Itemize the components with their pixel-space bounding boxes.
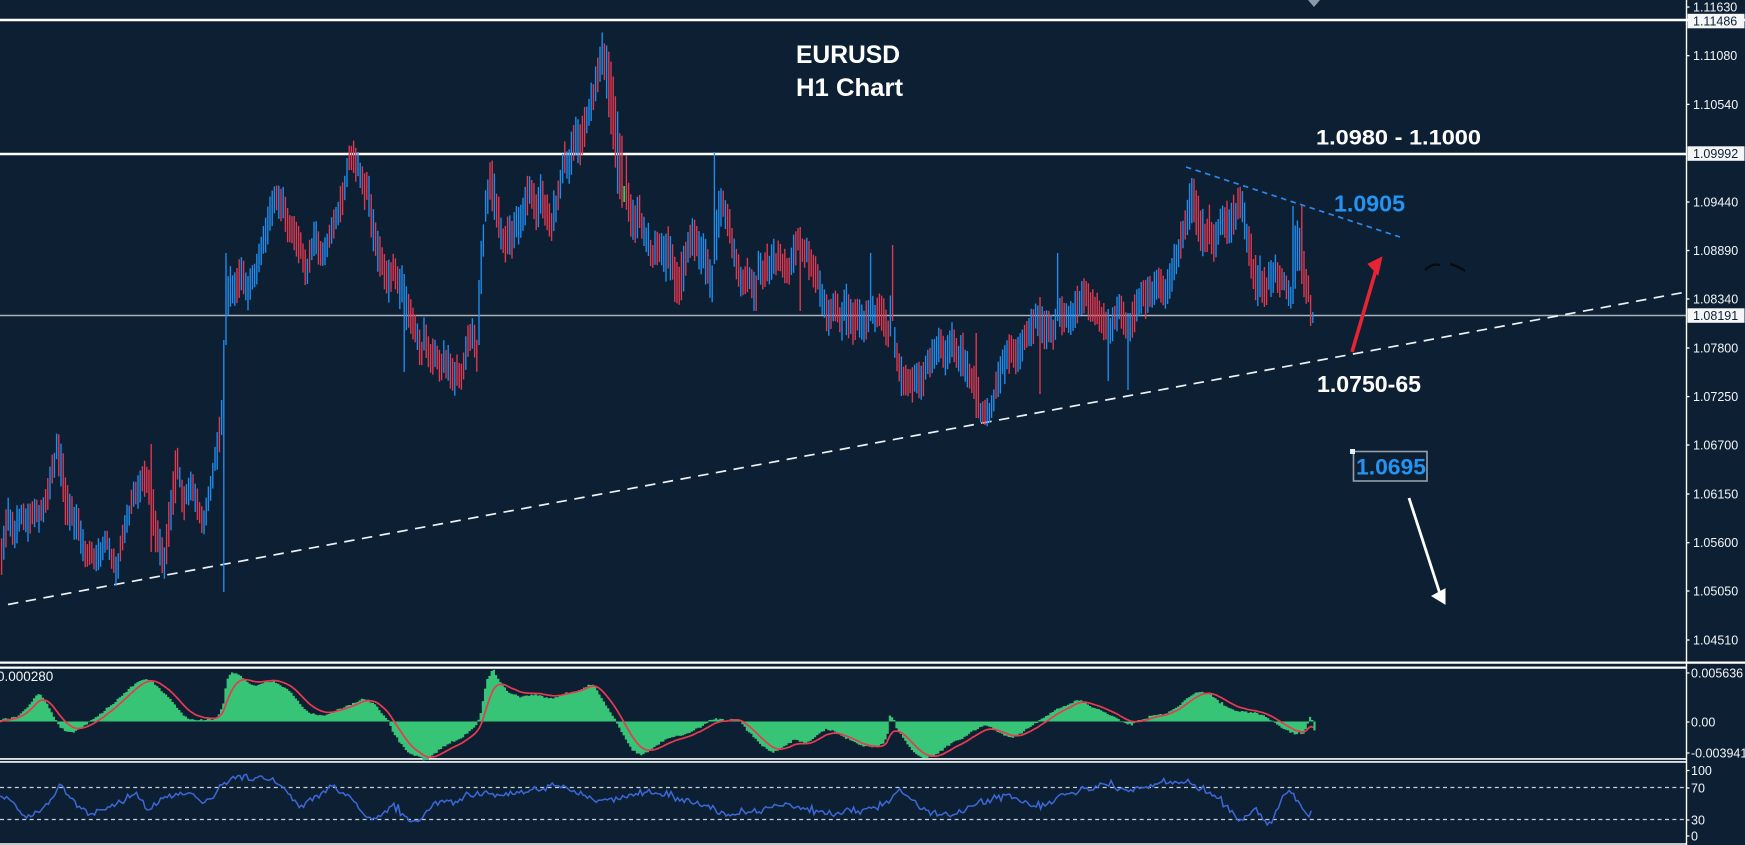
svg-text:1.08340: 1.08340 bbox=[1693, 292, 1738, 306]
svg-text:1.09440: 1.09440 bbox=[1693, 195, 1738, 209]
svg-text:1.11630: 1.11630 bbox=[1693, 0, 1737, 14]
svg-text:1.07250: 1.07250 bbox=[1693, 390, 1738, 404]
svg-text:EURUSD: EURUSD bbox=[796, 41, 900, 69]
svg-text:1.08191: 1.08191 bbox=[1693, 309, 1738, 323]
svg-text:30: 30 bbox=[1691, 813, 1705, 827]
svg-text:1.0905: 1.0905 bbox=[1334, 191, 1405, 217]
svg-text:1.11486: 1.11486 bbox=[1693, 14, 1737, 28]
svg-text:H1 Chart: H1 Chart bbox=[796, 74, 904, 102]
svg-text:0.000280: 0.000280 bbox=[0, 669, 53, 684]
svg-text:0.005636: 0.005636 bbox=[1691, 666, 1743, 680]
svg-text:1.07800: 1.07800 bbox=[1693, 341, 1738, 355]
svg-text:1.0695: 1.0695 bbox=[1356, 455, 1426, 480]
svg-text:1.04510: 1.04510 bbox=[1693, 633, 1738, 647]
svg-text:100: 100 bbox=[1691, 764, 1712, 778]
svg-text:1.09992: 1.09992 bbox=[1693, 147, 1738, 161]
svg-text:70: 70 bbox=[1691, 781, 1705, 795]
svg-text:1.0750-65: 1.0750-65 bbox=[1317, 371, 1421, 397]
svg-text:1.0980 - 1.1000: 1.0980 - 1.1000 bbox=[1316, 126, 1481, 150]
svg-text:1.05050: 1.05050 bbox=[1693, 584, 1738, 598]
svg-text:1.06150: 1.06150 bbox=[1693, 487, 1738, 501]
svg-text:1.08890: 1.08890 bbox=[1693, 244, 1738, 258]
svg-text:1.10540: 1.10540 bbox=[1693, 98, 1738, 112]
svg-text:0.00: 0.00 bbox=[1691, 715, 1715, 729]
svg-text:1.05600: 1.05600 bbox=[1693, 536, 1738, 550]
svg-text:-0.003941: -0.003941 bbox=[1691, 746, 1745, 760]
svg-text:1.06700: 1.06700 bbox=[1693, 438, 1738, 452]
svg-text:1.11080: 1.11080 bbox=[1693, 49, 1737, 63]
svg-text:0: 0 bbox=[1691, 829, 1698, 843]
